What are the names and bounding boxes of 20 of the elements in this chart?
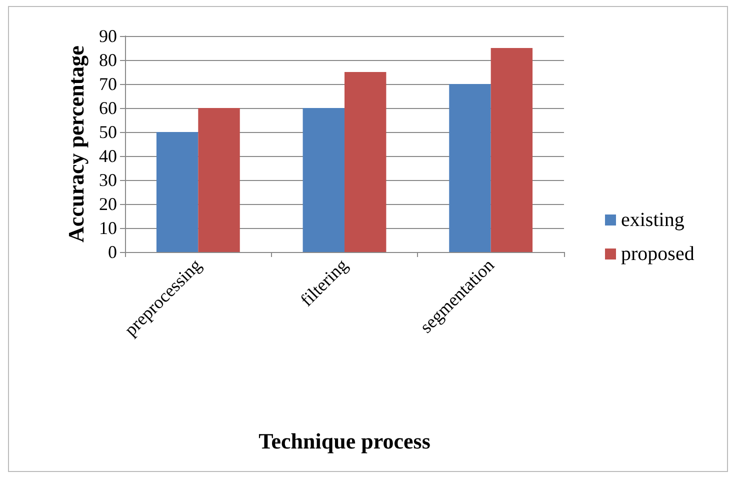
y-tick-label: 10	[99, 218, 117, 238]
y-tick-label: 20	[99, 194, 117, 214]
bar	[344, 72, 386, 252]
y-tick-label: 90	[99, 26, 117, 46]
y-tick-label: 60	[99, 98, 117, 118]
y-tick-label: 80	[99, 50, 117, 70]
bar	[156, 132, 198, 252]
y-tick-label: 0	[108, 242, 117, 262]
y-tick-label: 70	[99, 74, 117, 94]
legend-label: proposed	[621, 243, 694, 265]
y-axis-title: Accuracy percentage	[64, 45, 88, 242]
bar	[449, 84, 491, 252]
bar	[302, 108, 344, 252]
y-tick-label: 40	[99, 146, 117, 166]
y-tick-label: 30	[99, 170, 117, 190]
bar	[198, 108, 240, 252]
legend-label: existing	[621, 209, 684, 231]
bar	[490, 48, 533, 252]
y-tick-label: 50	[99, 122, 117, 142]
x-axis-title: Technique process	[258, 428, 431, 454]
